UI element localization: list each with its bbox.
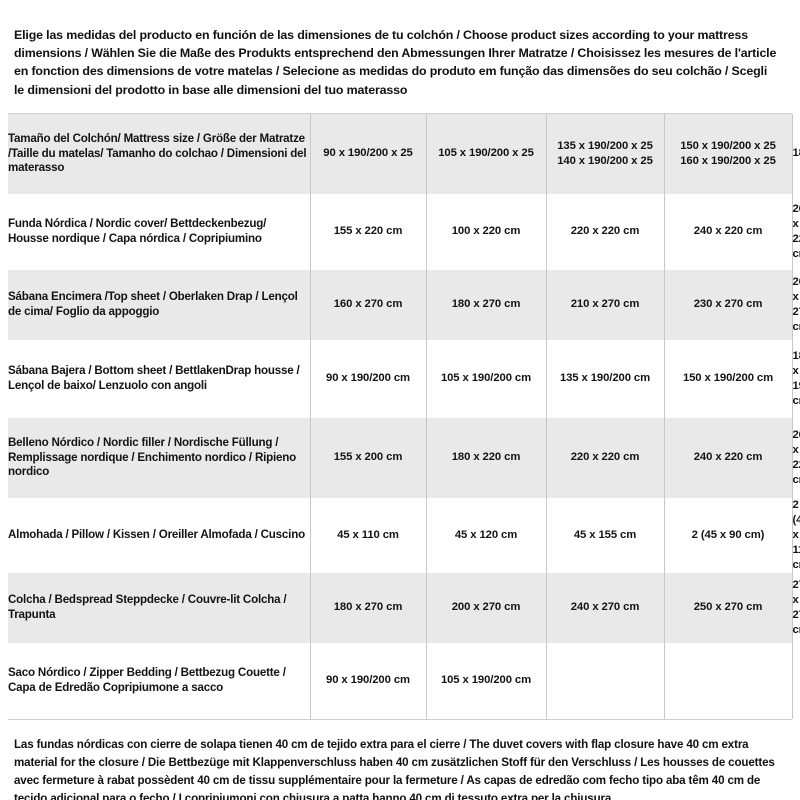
header-col-4: 150 x 190/200 x 25 160 x 190/200 x 25 [664,113,793,194]
cell-r6-c3 [546,642,665,719]
row-label-top-sheet: Sábana Encimera /Top sheet / Oberlaken D… [8,269,311,340]
table-row: Almohada / Pillow / Kissen / Oreiller Al… [8,497,800,573]
cell-r5-c4: 250 x 270 cm [664,572,793,643]
cell-r6-c2: 105 x 190/200 cm [426,642,547,719]
table-row: Sábana Bajera / Bottom sheet / Bettlaken… [8,339,800,418]
header-col-1-line-1: 90 x 190/200 x 25 [323,147,413,160]
header-col-3-line-1: 135 x 190/200 x 25 [557,139,653,152]
intro-instructions: Elige las medidas del producto en funció… [14,28,777,97]
table-row: Colcha / Bedspread Steppdecke / Couvre-l… [8,572,800,643]
mattress-size-table: Tamaño del Colchón/ Mattress size / Größ… [8,113,800,719]
header-col-4-line-1: 150 x 190/200 x 25 [680,139,776,152]
cell-r6-c1: 90 x 190/200 cm [310,642,427,719]
cell-r1-c1: 160 x 270 cm [310,269,427,340]
cell-r4-c4: 2 (45 x 90 cm) [664,497,793,573]
header-col-3-line-2: 140 x 190/200 x 25 [557,154,653,167]
row-label-pillow: Almohada / Pillow / Kissen / Oreiller Al… [8,497,311,573]
header-col-1: 90 x 190/200 x 25 [310,113,427,194]
cell-r1-c4: 230 x 270 cm [664,269,793,340]
cell-r3-c3: 220 x 220 cm [546,417,665,498]
cell-r5-c3: 240 x 270 cm [546,572,665,643]
row-label-zipper-bedding: Saco Nórdico / Zipper Bedding / Bettbezu… [8,642,311,719]
table-row: Belleno Nórdico / Nordic filler / Nordis… [8,417,800,498]
cell-r0-c4: 240 x 220 cm [664,193,793,270]
cell-r2-c1: 90 x 190/200 cm [310,339,427,418]
table-row: Saco Nórdico / Zipper Bedding / Bettbezu… [8,642,793,719]
table-row: Sábana Encimera /Top sheet / Oberlaken D… [8,269,800,340]
size-table-container: Tamaño del Colchón/ Mattress size / Größ… [8,112,800,720]
cell-r4-c3: 45 x 155 cm [546,497,665,573]
header-label-mattress-size: Tamaño del Colchón/ Mattress size / Größ… [8,113,311,194]
table-row: Funda Nórdica / Nordic cover/ Bettdecken… [8,193,800,270]
cell-r4-c2: 45 x 120 cm [426,497,547,573]
table-body: Tamaño del Colchón/ Mattress size / Größ… [8,113,800,719]
row-label-bedspread: Colcha / Bedspread Steppdecke / Couvre-l… [8,572,311,643]
cell-r0-c1: 155 x 220 cm [310,193,427,270]
cell-r6-c4 [664,642,793,719]
header-col-2-line-1: 105 x 190/200 x 25 [438,147,534,160]
cell-r3-c2: 180 x 220 cm [426,417,547,498]
header-col-2: 105 x 190/200 x 25 [426,113,547,194]
cell-r4-c1: 45 x 110 cm [310,497,427,573]
cell-r3-c1: 155 x 200 cm [310,417,427,498]
cell-r2-c4: 150 x 190/200 cm [664,339,793,418]
header-col-3: 135 x 190/200 x 25 140 x 190/200 x 25 [546,113,665,194]
footnote-flap-closure: Las fundas nórdicas con cierre de solapa… [14,737,775,800]
cell-r5-c2: 200 x 270 cm [426,572,547,643]
cell-r1-c2: 180 x 270 cm [426,269,547,340]
cell-r1-c3: 210 x 270 cm [546,269,665,340]
header-col-4-line-2: 160 x 190/200 x 25 [680,154,776,167]
table-header-row: Tamaño del Colchón/ Mattress size / Größ… [8,113,800,194]
cell-r3-c4: 240 x 220 cm [664,417,793,498]
cell-r0-c3: 220 x 220 cm [546,193,665,270]
cell-r5-c1: 180 x 270 cm [310,572,427,643]
row-label-nordic-filler: Belleno Nórdico / Nordic filler / Nordis… [8,417,311,498]
cell-r0-c2: 100 x 220 cm [426,193,547,270]
row-label-bottom-sheet: Sábana Bajera / Bottom sheet / Bettlaken… [8,339,311,418]
row-label-nordic-cover: Funda Nórdica / Nordic cover/ Bettdecken… [8,193,311,270]
cell-r2-c2: 105 x 190/200 cm [426,339,547,418]
cell-r2-c3: 135 x 190/200 cm [546,339,665,418]
